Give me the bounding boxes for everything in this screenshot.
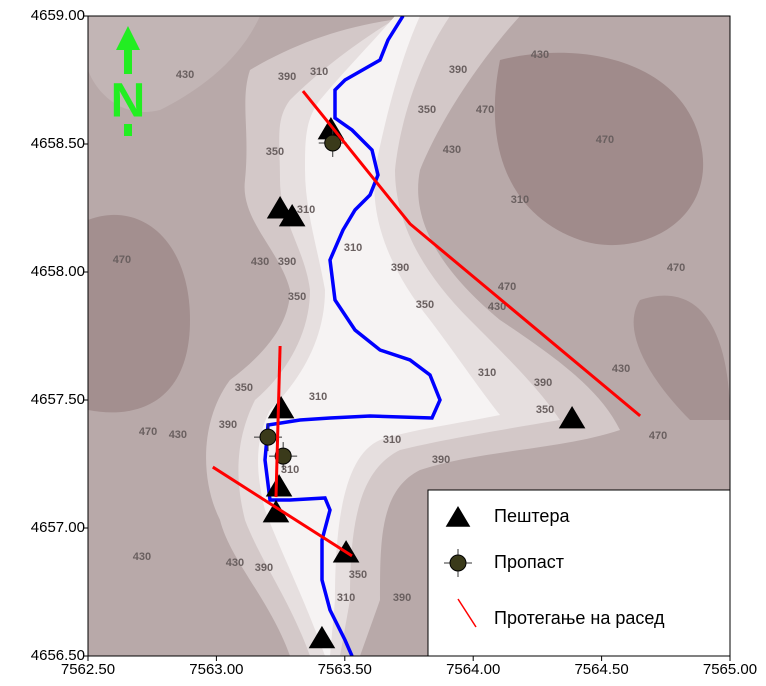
y-tick-label: 4657.00 xyxy=(31,519,85,536)
contour-label: 390 xyxy=(278,256,296,268)
y-tick-label: 4657.50 xyxy=(31,391,85,408)
contour-label: 430 xyxy=(612,363,630,375)
contour-label: 470 xyxy=(596,134,614,146)
contour-label: 470 xyxy=(498,281,516,293)
contour-label: 310 xyxy=(478,367,496,379)
contour-label: 430 xyxy=(251,256,269,268)
contour-label: 350 xyxy=(266,146,284,158)
contour-label: 470 xyxy=(113,254,131,266)
legend-box xyxy=(428,490,730,656)
contour-label: 430 xyxy=(169,429,187,441)
contour-label: 310 xyxy=(337,592,355,604)
contour-label: 350 xyxy=(235,382,253,394)
contour-label: 430 xyxy=(176,69,194,81)
legend-label: Пештера xyxy=(494,506,570,526)
contour-label: 390 xyxy=(449,64,467,76)
contour-label: 470 xyxy=(139,426,157,438)
contour-label: 390 xyxy=(255,562,273,574)
legend-label: Пропаст xyxy=(494,552,564,572)
contour-label: 350 xyxy=(416,299,434,311)
sinkhole-dot xyxy=(450,555,466,571)
x-tick-label: 7564.50 xyxy=(574,661,628,678)
contour-label: 310 xyxy=(309,391,327,403)
contour-label: 390 xyxy=(393,592,411,604)
contour-label: 430 xyxy=(531,49,549,61)
x-tick-label: 7564.00 xyxy=(446,661,500,678)
sinkhole-dot xyxy=(260,429,276,445)
north-label: N xyxy=(111,75,146,128)
contour-label: 310 xyxy=(383,434,401,446)
contour-label: 430 xyxy=(443,144,461,156)
contour-label: 430 xyxy=(133,551,151,563)
contour-label: 470 xyxy=(667,262,685,274)
contour-label: 390 xyxy=(278,71,296,83)
contour-label: 310 xyxy=(297,204,315,216)
legend: Пештера Пропаст Протегање на расед xyxy=(428,490,730,656)
legend-label: Протегање на расед xyxy=(494,608,665,628)
contour-label: 310 xyxy=(344,242,362,254)
x-tick-label: 7563.00 xyxy=(189,661,243,678)
y-tick-label: 4659.00 xyxy=(31,7,85,24)
contour-label: 390 xyxy=(534,377,552,389)
contour-label: 390 xyxy=(391,262,409,274)
sinkhole-dot xyxy=(325,135,341,151)
contour-label: 350 xyxy=(418,104,436,116)
map: 430 390 310 430 390 350 470 430 470 310 350 310 310 4… xyxy=(0,0,766,686)
contour-label: 350 xyxy=(536,404,554,416)
contour-label: 350 xyxy=(288,291,306,303)
contour-label: 350 xyxy=(349,569,367,581)
contour-label: 390 xyxy=(219,419,237,431)
contour-label: 470 xyxy=(476,104,494,116)
contour-label: 470 xyxy=(649,430,667,442)
x-tick-label: 7565.00 xyxy=(703,661,757,678)
contour-label: 310 xyxy=(310,66,328,78)
contour-label: 310 xyxy=(511,194,529,206)
y-tick-label: 4658.50 xyxy=(31,135,85,152)
y-tick-label: 4656.50 xyxy=(31,647,85,664)
y-tick-label: 4658.00 xyxy=(31,263,85,280)
contour-label: 390 xyxy=(432,454,450,466)
x-tick-label: 7563.50 xyxy=(318,661,372,678)
contour-label: 430 xyxy=(226,557,244,569)
contour-label: 310 xyxy=(281,464,299,476)
